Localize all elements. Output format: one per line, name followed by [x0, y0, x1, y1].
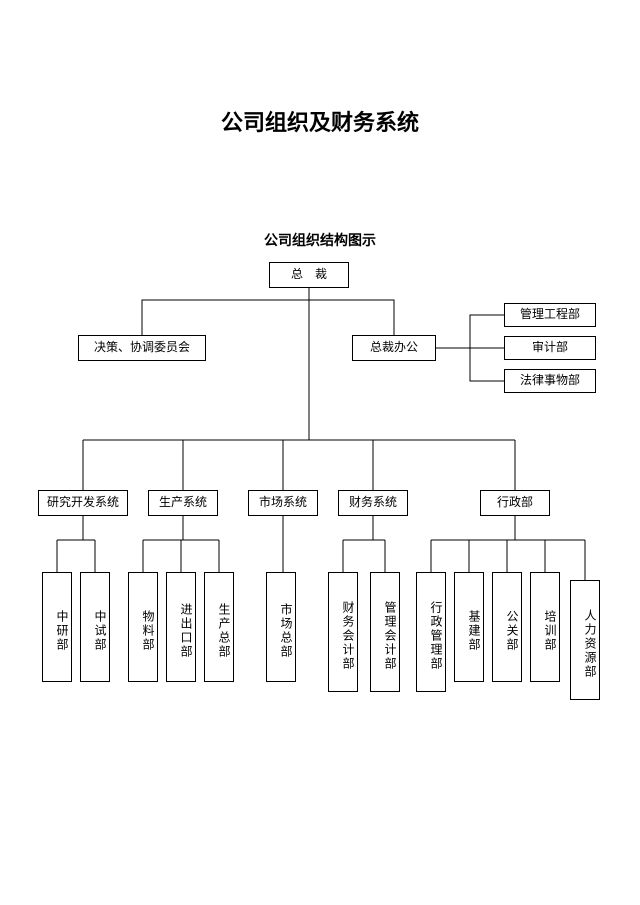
node-peixun: 培训部: [530, 572, 560, 682]
node-jijian: 基建部: [454, 572, 484, 682]
node-shengchan: 生产总部: [204, 572, 234, 682]
node-shichang: 市场总部: [266, 572, 296, 682]
node-renli: 人力资源部: [570, 580, 600, 700]
node-committee: 决策、协调委员会: [78, 335, 206, 361]
node-caiwu: 财务会计部: [328, 572, 358, 692]
node-wuliao: 物料部: [128, 572, 158, 682]
node-fin_sys: 财务系统: [338, 490, 408, 516]
node-prod_sys: 生产系统: [148, 490, 218, 516]
node-guanli: 管理会计部: [370, 572, 400, 692]
node-legal: 法律事物部: [504, 369, 596, 393]
page-title: 公司组织及财务系统: [0, 105, 640, 137]
node-xingzheng: 行政管理部: [416, 572, 446, 692]
node-admin: 行政部: [480, 490, 550, 516]
node-zhongyan: 中研部: [42, 572, 72, 682]
page-subtitle: 公司组织结构图示: [0, 230, 640, 250]
node-gongguan: 公关部: [492, 572, 522, 682]
node-jinchukou: 进出口部: [166, 572, 196, 682]
node-rd_sys: 研究开发系统: [38, 490, 128, 516]
node-audit: 审计部: [504, 336, 596, 360]
node-mgmt_eng: 管理工程部: [504, 303, 596, 327]
node-office: 总裁办公: [352, 335, 436, 361]
node-zhongshi: 中试部: [80, 572, 110, 682]
node-president: 总 裁: [269, 262, 349, 288]
node-mkt_sys: 市场系统: [248, 490, 318, 516]
